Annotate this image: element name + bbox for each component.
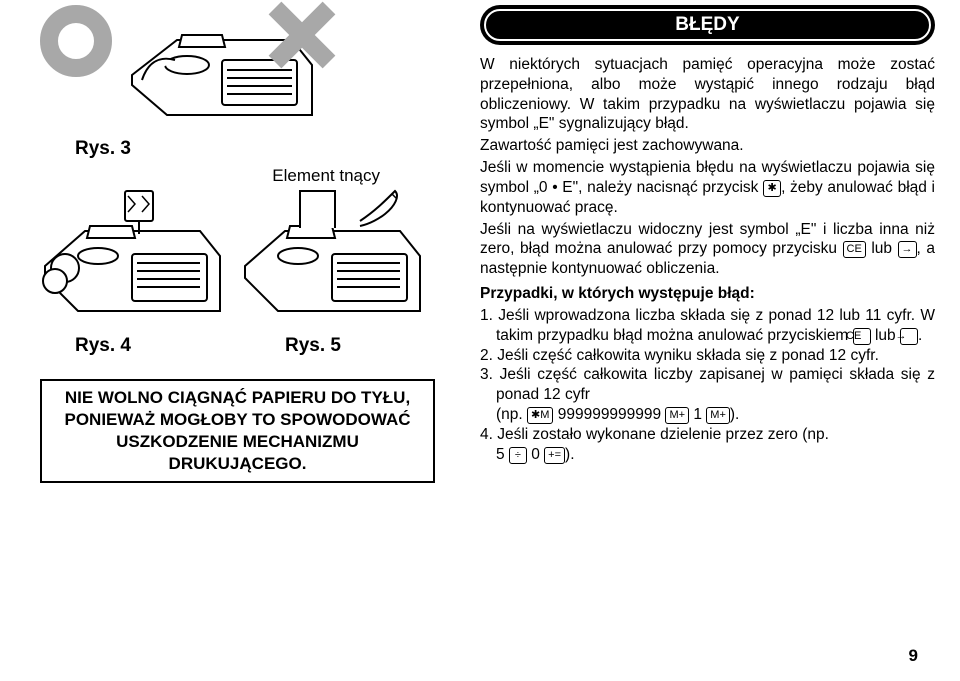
warning-line-1: NIE WOLNO CIĄGNĄĆ PAPIERU DO TYŁU, (50, 387, 425, 409)
warning-line-2: PONIEWAŻ MOGŁOBY TO SPOWODOWAĆ (50, 409, 425, 431)
paragraph-1: W niektórych sytuacjach pamięć operacyjn… (480, 55, 935, 134)
list-item-2: 2. Jeśli część całkowita wyniku składa s… (496, 346, 935, 366)
key-arrow-2: → (900, 328, 918, 345)
list-item-3-example: (np. ✱M 999999999999 M+ 1 M+). (496, 405, 935, 425)
left-column: Rys. 3 Element tnący (40, 5, 435, 483)
key-ce-2: CE (853, 328, 871, 345)
figure-3 (127, 5, 317, 130)
key-divide: ÷ (509, 447, 527, 464)
warning-line-3: USZKODZENIE MECHANIZMU (50, 431, 425, 453)
key-m-plus-1: M+ (665, 407, 689, 424)
figure-4 (40, 186, 225, 331)
list-item-4: 4. Jeśli zostało wykonane dzielenie prze… (496, 425, 935, 445)
warning-line-4: DRUKUJĄCEGO. (50, 453, 425, 475)
list-item-3: 3. Jeśli część całkowita liczby zapisane… (496, 365, 935, 405)
key-m-plus-2: M+ (706, 407, 730, 424)
figure-3-label: Rys. 3 (75, 138, 435, 160)
paragraph-2: Zawartość pamięci jest zachowywana. (480, 136, 935, 156)
paragraph-3: Jeśli w momencie wystąpienia błędu na wy… (480, 158, 935, 217)
errors-header: BŁĘDY (480, 5, 935, 45)
figure-4-label: Rys. 4 (40, 335, 225, 357)
key-plus-equals: += (544, 447, 565, 464)
errors-header-text: BŁĘDY (484, 9, 931, 41)
figure-5-label: Rys. 5 (225, 335, 341, 357)
figure-5 (240, 186, 425, 331)
key-star: ✱ (763, 180, 781, 197)
x-cross-icon (267, 0, 337, 75)
ok-circle-icon (40, 5, 112, 77)
key-arrow: → (898, 241, 917, 258)
right-column: BŁĘDY W niektórych sytuacjach pamięć ope… (480, 5, 935, 483)
key-ce: CE (843, 241, 866, 258)
list-item-4-example: 5 ÷ 0 +=). (496, 445, 935, 465)
cases-subhead: Przypadki, w których występuje błąd: (480, 284, 935, 304)
paragraph-4: Jeśli na wyświetlaczu widoczny jest symb… (480, 220, 935, 279)
warning-box: NIE WOLNO CIĄGNĄĆ PAPIERU DO TYŁU, PONIE… (40, 379, 435, 483)
page-number: 9 (909, 646, 918, 666)
cutter-element-label: Element tnący (40, 166, 380, 186)
key-star-m: ✱M (527, 407, 553, 424)
list-item-1: 1. Jeśli wprowadzona liczba składa się z… (496, 306, 935, 346)
